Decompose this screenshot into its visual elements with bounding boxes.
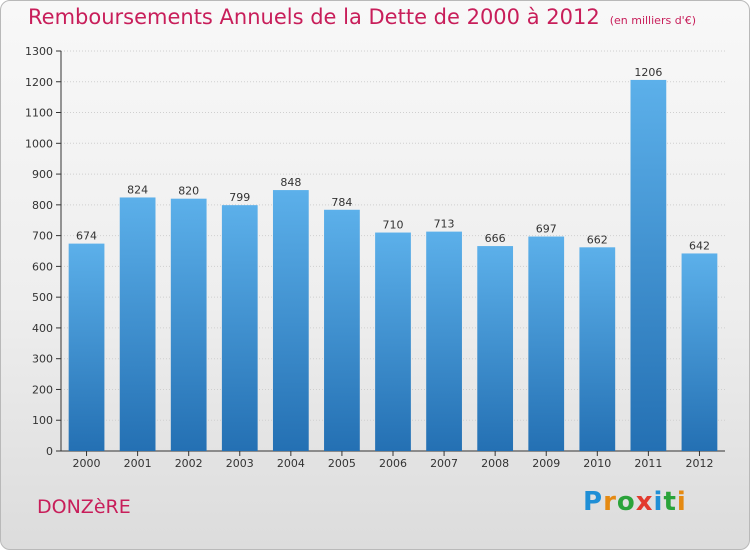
x-tick-label: 2000 — [73, 457, 101, 470]
y-tick-label: 800 — [32, 199, 53, 212]
logo-letter: o — [616, 487, 636, 517]
x-tick-label: 2007 — [430, 457, 458, 470]
x-tick-label: 2012 — [685, 457, 713, 470]
data-label: 662 — [587, 233, 608, 246]
bar — [272, 190, 309, 452]
y-tick-label: 300 — [32, 353, 53, 366]
x-tick-label: 2011 — [634, 457, 662, 470]
data-label: 848 — [280, 176, 301, 189]
data-label: 824 — [127, 183, 148, 196]
x-tick-label: 2005 — [328, 457, 356, 470]
proxiti-logo: Proxiti — [583, 487, 687, 517]
data-label: 799 — [229, 191, 250, 204]
logo-letter: i — [676, 487, 687, 517]
y-tick-label: 1100 — [25, 107, 53, 120]
logo-letter: P — [583, 487, 604, 517]
x-tick-label: 2002 — [175, 457, 203, 470]
bar — [324, 209, 360, 451]
bar — [477, 246, 514, 451]
x-tick-label: 2008 — [481, 457, 509, 470]
bar — [170, 198, 207, 451]
y-tick-label: 600 — [32, 260, 53, 273]
bar — [579, 247, 616, 451]
y-tick-label: 200 — [32, 383, 53, 396]
logo-letter: i — [653, 487, 664, 517]
bar — [375, 232, 411, 451]
data-label: 697 — [536, 223, 557, 236]
y-tick-label: 900 — [32, 168, 53, 181]
x-tick-label: 2001 — [124, 457, 152, 470]
x-tick-label: 2004 — [277, 457, 305, 470]
logo-letter: r — [603, 487, 617, 517]
data-label: 1206 — [634, 66, 662, 79]
data-label: 784 — [331, 196, 352, 209]
y-tick-label: 0 — [46, 445, 53, 458]
x-tick-label: 2003 — [226, 457, 254, 470]
bar — [68, 243, 105, 451]
data-label: 820 — [178, 185, 199, 198]
data-label: 642 — [689, 239, 710, 252]
bar — [681, 253, 718, 451]
logo-letter: t — [663, 487, 677, 517]
bar — [426, 231, 462, 451]
bar — [221, 205, 258, 451]
y-tick-label: 700 — [32, 230, 53, 243]
y-tick-label: 100 — [32, 414, 53, 427]
y-tick-label: 1000 — [25, 137, 53, 150]
y-tick-label: 1300 — [25, 45, 53, 58]
y-tick-label: 500 — [32, 291, 53, 304]
bar — [528, 236, 565, 451]
logo-letter: x — [635, 487, 654, 517]
x-tick-label: 2010 — [583, 457, 611, 470]
data-label: 674 — [76, 230, 97, 243]
bar — [630, 79, 667, 451]
data-label: 666 — [485, 232, 506, 245]
commune-name: DONZèRE — [37, 496, 131, 518]
chart-title: Remboursements Annuels de la Dette de 20… — [28, 5, 696, 29]
chart-title-text: Remboursements Annuels de la Dette de 20… — [28, 5, 600, 29]
x-tick-label: 2009 — [532, 457, 560, 470]
y-tick-label: 1200 — [25, 76, 53, 89]
x-tick-label: 2006 — [379, 457, 407, 470]
y-tick-label: 400 — [32, 322, 53, 335]
bar — [119, 197, 156, 451]
data-label: 713 — [434, 218, 455, 231]
chart-unit-note: (en milliers d'€) — [609, 14, 696, 27]
data-label: 710 — [383, 219, 404, 232]
